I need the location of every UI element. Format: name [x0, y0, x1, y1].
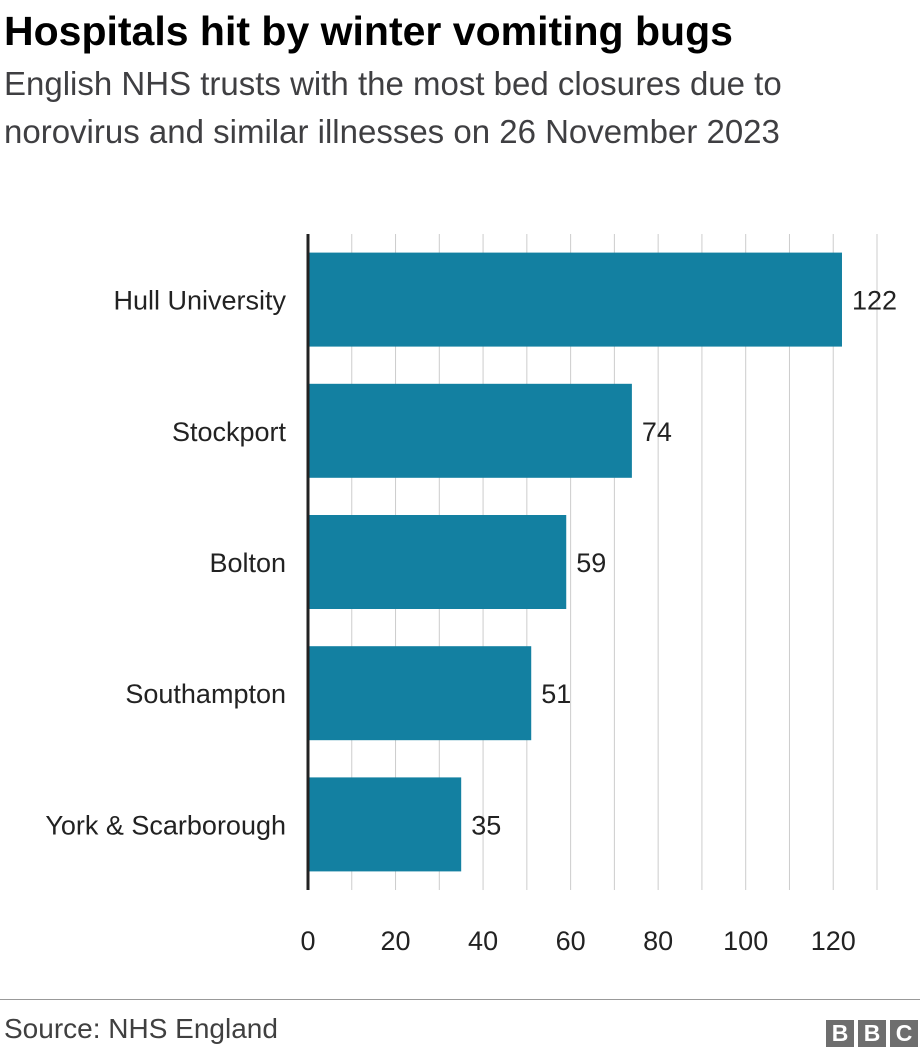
x-tick-label: 0 — [300, 926, 315, 956]
bar — [308, 383, 632, 478]
x-tick-label: 40 — [468, 926, 498, 956]
data-label: 74 — [642, 417, 672, 447]
chart-subtitle: English NHS trusts with the most bed clo… — [4, 65, 782, 150]
category-label: Bolton — [209, 548, 286, 578]
logo-letter: B — [826, 1020, 854, 1047]
bbc-logo: B B C — [826, 1020, 918, 1047]
x-tick-label: 20 — [381, 926, 411, 956]
bar — [308, 252, 842, 347]
category-label: Southampton — [125, 679, 286, 709]
source-note: Source: NHS England — [4, 1013, 278, 1044]
data-label: 35 — [471, 810, 501, 840]
logo-letter: C — [890, 1020, 918, 1047]
x-tick-label: 80 — [643, 926, 673, 956]
x-tick-label: 60 — [556, 926, 586, 956]
data-label: 51 — [541, 679, 571, 709]
footer-divider — [0, 999, 920, 1000]
chart-title: Hospitals hit by winter vomiting bugs — [4, 8, 733, 54]
data-label: 59 — [576, 548, 606, 578]
bar — [308, 515, 567, 609]
bar — [308, 777, 462, 872]
logo-letter: B — [858, 1020, 886, 1047]
bar-chart: Hull University 122 Stockport 74 Bolton 59 Sou… — [45, 234, 897, 956]
x-tick-label: 100 — [723, 926, 768, 956]
data-label: 122 — [852, 286, 897, 316]
category-label: Stockport — [172, 417, 287, 447]
x-tick-label: 120 — [811, 926, 856, 956]
bar — [308, 646, 532, 741]
category-label: York & Scarborough — [45, 810, 286, 840]
category-label: Hull University — [113, 286, 286, 316]
